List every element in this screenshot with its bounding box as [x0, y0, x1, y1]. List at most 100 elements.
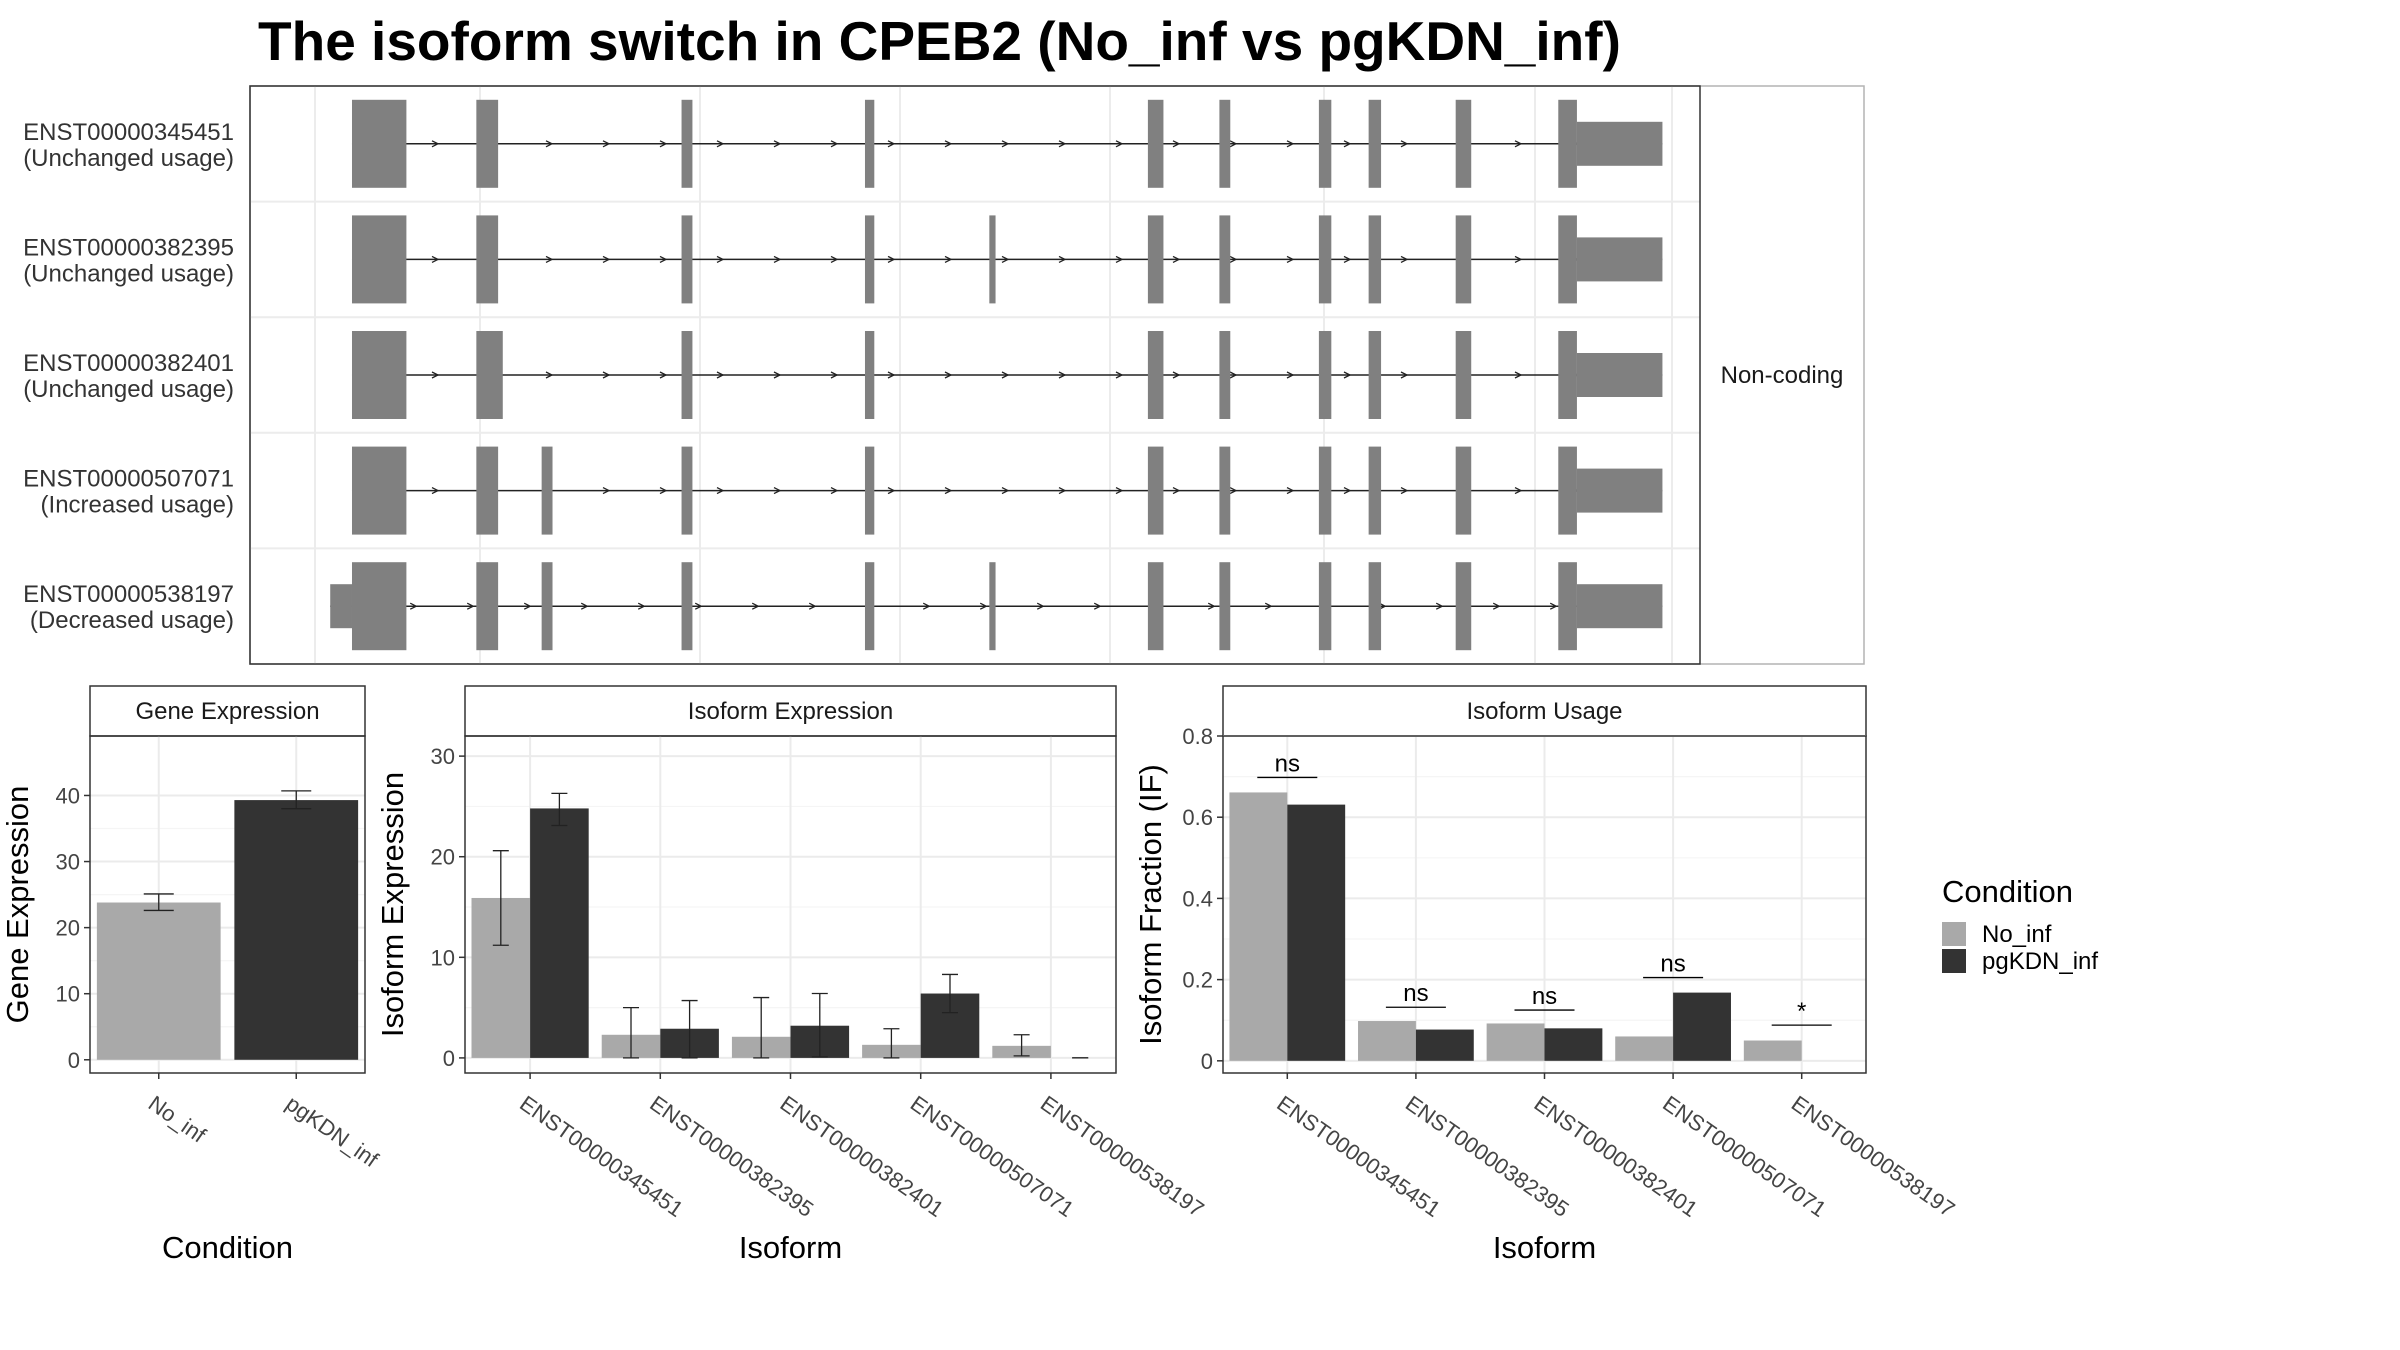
strand-arrow: [944, 371, 953, 379]
bar-pgKDN_inf: [234, 800, 359, 1060]
strand-arrow: [1400, 371, 1409, 379]
strand-arrow: [773, 487, 782, 495]
bar-No_inf: [1486, 1023, 1545, 1061]
exon-block: [1455, 99, 1472, 188]
exon-block: [1576, 468, 1663, 513]
panel-strip: [464, 685, 1117, 737]
strand-arrow: [716, 487, 725, 495]
x-axis-title: Isoform: [1493, 1230, 1596, 1265]
strand-arrow: [1115, 255, 1124, 263]
strand-arrow: [1514, 371, 1523, 379]
exon-block: [476, 215, 499, 304]
strand-arrow: [716, 140, 725, 148]
strand-arrow: [1001, 255, 1010, 263]
exon-block: [1318, 331, 1332, 419]
strand-arrow: [523, 602, 532, 610]
strand-arrow: [1115, 140, 1124, 148]
exon-block: [1318, 99, 1332, 188]
exon-block: [351, 215, 407, 304]
strand-arrow: [659, 487, 668, 495]
strand-arrow: [1435, 602, 1444, 610]
transcript-id-label: ENST00000507071: [23, 466, 234, 493]
strand-arrow: [1036, 602, 1045, 610]
significance-label: ns: [1275, 750, 1300, 777]
exon-block: [330, 584, 352, 629]
strand-arrow: [1001, 140, 1010, 148]
exon-block: [1558, 562, 1577, 651]
strand-arrow: [1115, 371, 1124, 379]
structure-panel-border: [249, 85, 1701, 665]
strand-arrow: [1492, 602, 1501, 610]
y-axis-title: Isoform Expression: [375, 772, 410, 1037]
strand-arrow: [1378, 602, 1387, 610]
exon-block: [1147, 562, 1164, 651]
exon-block: [1558, 99, 1577, 188]
exon-block: [1558, 446, 1577, 535]
significance-label: *: [1797, 998, 1806, 1025]
transcript-usage-label: (Unchanged usage): [23, 260, 234, 287]
strand-arrow: [1264, 602, 1273, 610]
strand-arrow: [659, 255, 668, 263]
strand-arrow: [409, 602, 418, 610]
strand-arrow: [887, 371, 896, 379]
exon-block: [1368, 446, 1382, 535]
exon-block: [1368, 562, 1382, 651]
bar-pgKDN_inf: [530, 808, 589, 1058]
strand-arrow: [716, 371, 725, 379]
strand-arrow: [1549, 602, 1558, 610]
bar-No_inf: [1615, 1036, 1674, 1061]
strand-arrow: [659, 140, 668, 148]
panel-border: [89, 735, 366, 1074]
exon-block: [1368, 331, 1382, 419]
transcript-usage-label: (Unchanged usage): [23, 376, 234, 403]
strand-arrow: [751, 602, 760, 610]
y-tick-label: 0: [443, 1046, 455, 1071]
strand-arrow: [1058, 487, 1067, 495]
y-tick-label: 30: [431, 744, 455, 769]
isoform-expression-panel: Isoform Expression0102030ENST00000345451…: [375, 685, 1209, 1265]
exon-block: [1318, 215, 1332, 304]
strand-arrow: [887, 140, 896, 148]
strand-arrow: [431, 371, 440, 379]
strand-arrow: [1058, 140, 1067, 148]
strand-arrow: [1172, 371, 1181, 379]
strand-arrow: [466, 602, 475, 610]
bar-No_inf: [1229, 792, 1288, 1061]
panel-strip-label: Isoform Expression: [688, 698, 893, 725]
exon-block: [1219, 562, 1231, 651]
exon-block: [989, 215, 996, 304]
y-tick-label: 0.4: [1182, 886, 1213, 911]
transcript-id-label: ENST00000538197: [23, 581, 234, 608]
exon-block: [1147, 446, 1164, 535]
exon-block: [1558, 331, 1577, 419]
strand-arrow: [1001, 371, 1010, 379]
exon-block: [1147, 215, 1164, 304]
legend-swatch-No_inf: [1942, 922, 1966, 946]
x-axis-title: Isoform: [739, 1230, 842, 1265]
strand-arrow: [1058, 255, 1067, 263]
strand-arrow: [659, 371, 668, 379]
strand-arrow: [887, 487, 896, 495]
strand-arrow: [808, 602, 817, 610]
strand-arrow: [602, 371, 611, 379]
exon-block: [1318, 446, 1332, 535]
exon-block: [864, 331, 875, 419]
significance-label: ns: [1660, 951, 1685, 978]
strand-arrow: [602, 487, 611, 495]
strand-arrow: [944, 255, 953, 263]
strand-arrow: [431, 487, 440, 495]
x-tick-label: No_inf: [144, 1091, 211, 1148]
legend-swatch-pgKDN_inf: [1942, 949, 1966, 973]
y-axis-title: Gene Expression: [0, 786, 35, 1024]
y-tick-label: 40: [56, 783, 80, 808]
strand-arrow: [1286, 371, 1295, 379]
strand-arrow: [830, 371, 839, 379]
panel-strip-label: Gene Expression: [135, 698, 319, 725]
strand-arrow: [1514, 255, 1523, 263]
facet-label: Non-coding: [1721, 362, 1844, 389]
strand-arrow: [979, 602, 988, 610]
strand-arrow: [830, 487, 839, 495]
exon-block: [1455, 562, 1472, 651]
y-tick-label: 10: [56, 982, 80, 1007]
